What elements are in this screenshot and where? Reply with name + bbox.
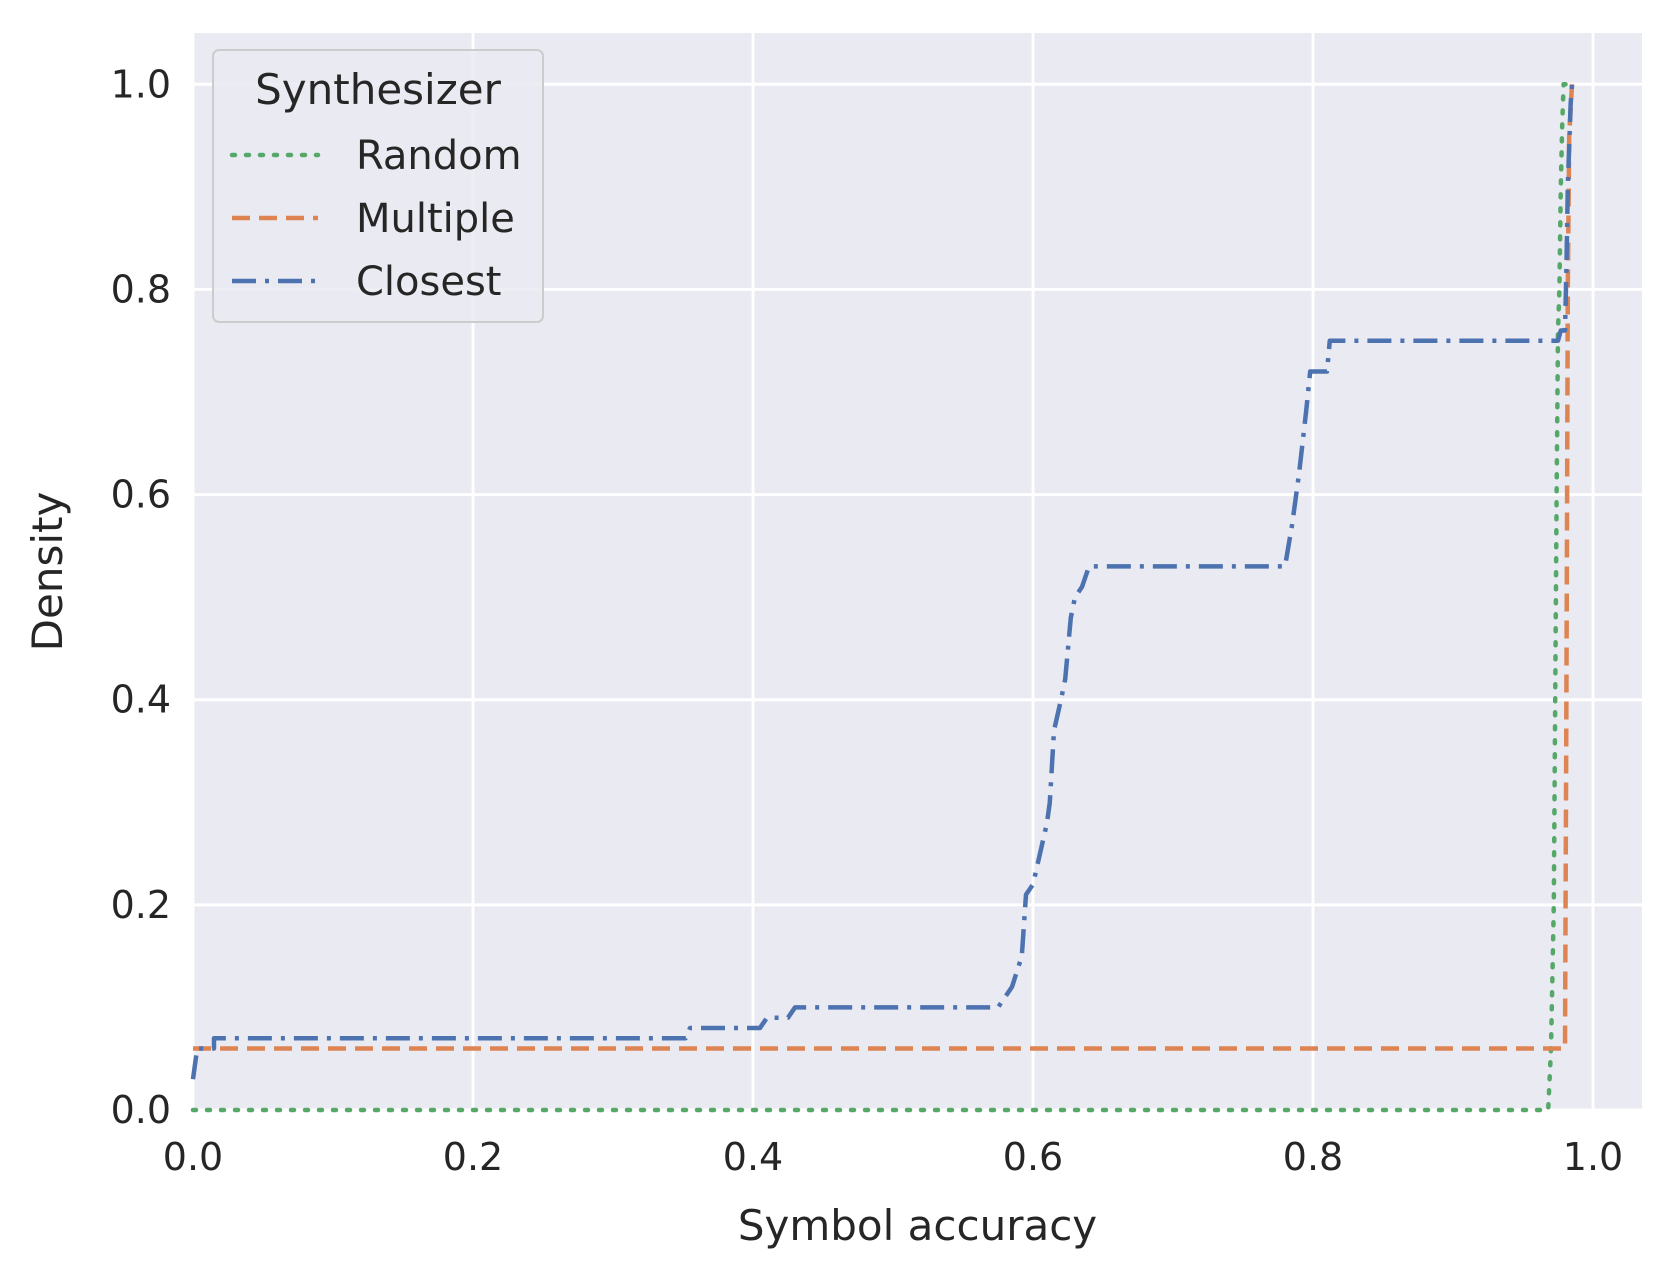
x-axis-label: Symbol accuracy (738, 1201, 1097, 1250)
x-tick-label: 0.0 (163, 1135, 223, 1179)
legend-box (212, 49, 544, 323)
y-tick-label: 0.8 (111, 267, 171, 311)
legend-label-closest: Closest (356, 259, 502, 305)
y-tick-label: 0.4 (111, 678, 171, 722)
x-tick-label: 0.8 (1283, 1135, 1343, 1179)
legend: Synthesizer Random Multiple Closest (212, 49, 544, 323)
y-tick-label: 0.2 (111, 883, 171, 927)
series-lines (190, 82, 1575, 1113)
legend-label-random: Random (356, 133, 522, 179)
series-line-multiple (193, 84, 1575, 1051)
legend-title: Synthesizer (255, 65, 501, 114)
legend-entries: Random Multiple Closest (229, 133, 522, 305)
grid-lines (191, 33, 1642, 1112)
x-tick-label: 0.4 (723, 1135, 783, 1179)
x-tick-label: 0.6 (1003, 1135, 1063, 1179)
legend-label-multiple: Multiple (356, 196, 515, 242)
y-axis-label: Density (23, 492, 72, 652)
y-tick-label: 1.0 (111, 62, 171, 106)
y-tick-label: 0.0 (111, 1088, 171, 1132)
tick-labels: 0.0 0.2 0.4 0.6 0.8 1.0 0.0 0.2 0.4 0.6 0.8 1.0 (111, 62, 1624, 1179)
series-line-closest (190, 84, 1575, 1080)
y-tick-label: 0.6 (111, 473, 171, 517)
x-tick-label: 1.0 (1563, 1135, 1623, 1179)
x-tick-label: 0.2 (443, 1135, 503, 1179)
